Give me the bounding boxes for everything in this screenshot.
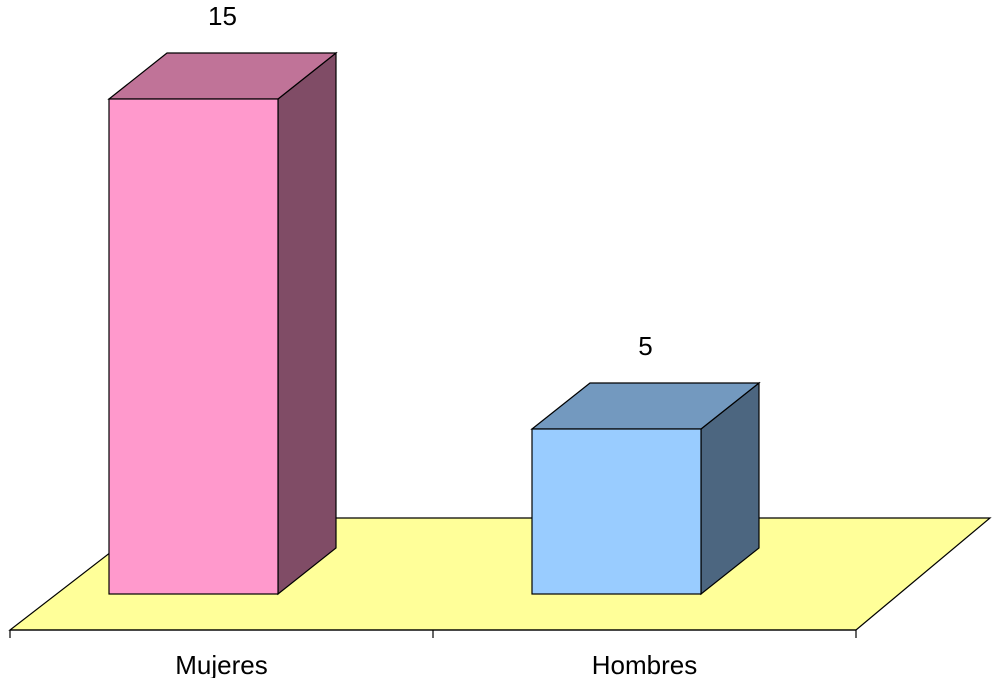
data-label: 5: [638, 331, 652, 361]
bars-group: [107, 51, 761, 596]
x-axis-ticks: [9, 630, 857, 638]
bar-side-face: [277, 51, 337, 596]
labels-group: 15 Mujeres 5 Hombres: [175, 1, 697, 678]
bar-mujeres: [107, 51, 338, 596]
bar-front-face: [531, 428, 702, 595]
bar-hombres: [530, 381, 761, 596]
bar-front-face: [108, 98, 279, 595]
x-tick-label: Hombres: [592, 650, 697, 678]
data-label: 15: [208, 1, 237, 31]
x-tick-label: Mujeres: [175, 650, 267, 678]
